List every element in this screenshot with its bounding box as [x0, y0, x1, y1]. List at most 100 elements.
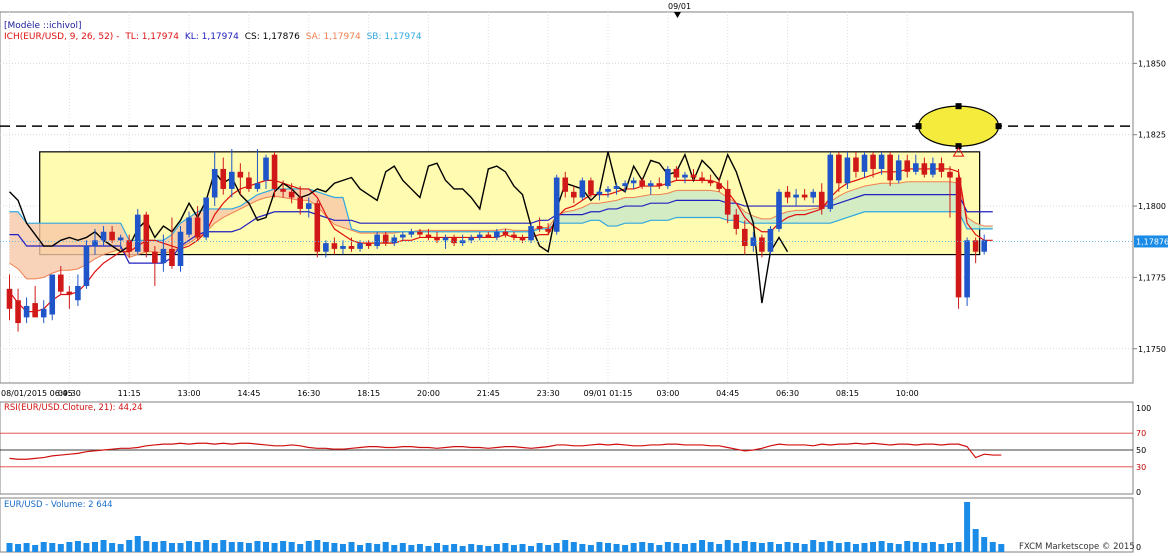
volume-bar [741, 541, 748, 552]
volume-bar [109, 543, 116, 552]
candle-bearish [921, 163, 928, 175]
candle-bullish [776, 191, 782, 229]
candle-bearish [365, 243, 372, 247]
candle-bullish [665, 168, 671, 187]
volume-bar [194, 542, 201, 552]
candle-bearish [733, 214, 740, 229]
candle-bullish [408, 231, 415, 235]
candle-bearish [690, 174, 697, 178]
candle-bearish [237, 171, 244, 178]
volume-bar [724, 540, 731, 552]
volume-bar [938, 544, 945, 552]
volume-bar [228, 542, 235, 552]
candle-bearish [571, 191, 577, 198]
candle-bearish [288, 191, 295, 198]
volume-bar [921, 543, 928, 552]
volume-bar [510, 545, 517, 552]
chikou-value: CS: 1,17876 [244, 32, 300, 42]
volume-bar [126, 540, 133, 552]
candle-bullish [622, 183, 628, 187]
time-axis-label: 13:00 [178, 389, 201, 398]
candle-bullish [494, 231, 500, 238]
volume-bar [502, 543, 509, 552]
volume-bar [784, 542, 791, 552]
candle-bullish [160, 248, 167, 264]
candle-bearish [434, 237, 440, 241]
candle-bearish [545, 228, 551, 232]
price-axis-label: 1,1775 [1138, 273, 1166, 282]
volume-bar [955, 542, 962, 552]
volume-bar [570, 542, 577, 552]
candle-bearish [673, 168, 680, 178]
candle-bearish [152, 251, 158, 264]
volume-bar [391, 545, 398, 552]
candle-bearish [143, 214, 150, 252]
candle-bullish [767, 228, 774, 252]
volume-bar [40, 542, 47, 552]
candle-bullish [528, 226, 534, 241]
volume-bar [887, 543, 894, 552]
candle-bullish [100, 231, 107, 241]
candle-bullish [647, 183, 654, 187]
candle-bearish [707, 180, 714, 184]
candle-bearish [6, 288, 13, 309]
candle-bearish [853, 157, 859, 172]
rsi-panel [0, 401, 1134, 495]
volume-bar [23, 543, 30, 552]
candle-bullish [177, 231, 184, 266]
candle-bullish [203, 197, 209, 238]
volume-bar [835, 543, 842, 552]
candle-bearish [220, 168, 227, 189]
volume-bar [442, 545, 449, 552]
volume-bar [733, 543, 740, 552]
volume-bar [15, 544, 22, 552]
candle-bearish [485, 234, 492, 238]
volume-bar [801, 544, 808, 552]
volume-bar [579, 544, 586, 552]
volume-bar [844, 542, 851, 552]
volume-bar [750, 542, 757, 552]
candle-bearish [382, 234, 389, 244]
copyright-label: FXCM Marketscope © 2015 [1019, 542, 1135, 552]
volume-bar [519, 544, 526, 552]
candle-bearish [271, 154, 278, 189]
candle-bearish [15, 300, 21, 324]
volume-bar [827, 541, 834, 552]
volume-bar [177, 543, 184, 552]
candle-bullish [913, 163, 919, 172]
volume-bar [314, 540, 321, 552]
volume-bar [434, 543, 440, 552]
ellipse-handle [955, 143, 962, 150]
volume-bar [211, 543, 218, 552]
volume-bar [263, 542, 269, 552]
candle-bearish [331, 243, 338, 249]
volume-bar [861, 543, 868, 552]
candle-bullish [579, 180, 586, 198]
volume-bar [528, 546, 535, 552]
volume-bar [476, 545, 483, 552]
volume-bar [630, 543, 637, 552]
volume-bar [493, 544, 500, 552]
volume-bar [656, 545, 663, 552]
kijun-value: KL: 1,17974 [184, 32, 239, 42]
volume-bar [143, 541, 150, 552]
candle-bearish [536, 226, 543, 229]
candle-bullish [630, 180, 637, 184]
volume-bar [485, 546, 492, 552]
candle-bearish [126, 240, 132, 252]
volume-bar [929, 542, 936, 552]
volume-bar [254, 541, 261, 552]
candle-bullish [186, 217, 192, 235]
candle-bearish [904, 160, 911, 172]
candle-bullish [878, 154, 885, 169]
volume-bar [288, 542, 295, 552]
volume-bar [100, 540, 107, 552]
volume-bar [365, 543, 372, 552]
volume-bar [322, 542, 329, 552]
candle-bullish [981, 240, 987, 252]
candle-bearish [314, 203, 321, 252]
time-axis-label: 08:15 [836, 389, 859, 398]
candle-bullish [827, 154, 834, 209]
volume-bar [613, 544, 620, 552]
